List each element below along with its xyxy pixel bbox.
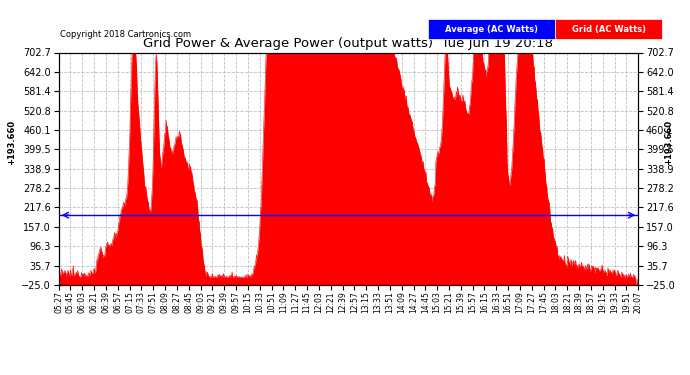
Text: +193.660: +193.660 [7, 120, 16, 165]
Text: +193.660: +193.660 [664, 120, 673, 165]
Title: Grid Power & Average Power (output watts)  Tue Jun 19 20:18: Grid Power & Average Power (output watts… [144, 37, 553, 50]
Text: Grid (AC Watts): Grid (AC Watts) [572, 25, 646, 34]
Text: Copyright 2018 Cartronics.com: Copyright 2018 Cartronics.com [60, 30, 191, 39]
Text: Average (AC Watts): Average (AC Watts) [445, 25, 538, 34]
